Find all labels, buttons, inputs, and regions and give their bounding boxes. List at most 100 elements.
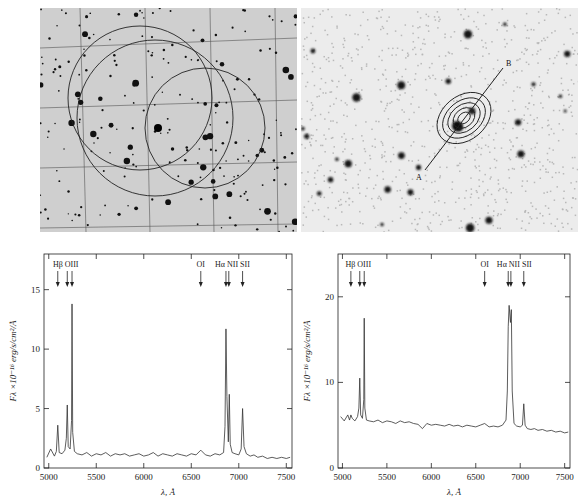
star (40, 212, 42, 214)
noise (488, 134, 490, 136)
noise (507, 20, 509, 22)
noise (409, 208, 411, 210)
noise (577, 53, 578, 55)
star (47, 218, 49, 220)
noise (449, 52, 451, 54)
noise (376, 17, 378, 19)
noise (351, 153, 353, 155)
noise (311, 134, 313, 136)
noise (530, 29, 532, 31)
star (209, 124, 211, 126)
noise (533, 119, 535, 121)
noise (485, 23, 487, 25)
noise (382, 26, 384, 28)
noise (438, 200, 440, 202)
star (151, 76, 153, 78)
noise (360, 222, 362, 224)
star (559, 94, 563, 98)
noise (487, 189, 489, 191)
star (207, 133, 213, 139)
noise (397, 99, 399, 101)
noise (512, 128, 514, 130)
star (40, 194, 41, 195)
noise (572, 197, 574, 199)
noise (412, 33, 414, 35)
noise (378, 11, 380, 13)
noise (328, 112, 330, 114)
noise (316, 96, 318, 98)
arrow-head (70, 282, 74, 287)
star (197, 102, 199, 104)
noise (318, 209, 320, 211)
noise (303, 183, 305, 185)
star (256, 228, 258, 230)
noise (563, 191, 565, 193)
star (58, 90, 60, 92)
y-axis-title: Fλ ×10⁻¹⁶ erg/s/cm²/Å (302, 320, 312, 402)
noise (325, 138, 327, 140)
noise (471, 135, 473, 137)
x-tick (238, 463, 239, 468)
star (268, 137, 270, 139)
star (184, 159, 187, 162)
x-tick (96, 254, 97, 259)
star (134, 206, 138, 210)
noise (464, 208, 466, 210)
noise (528, 223, 530, 225)
noise (483, 15, 485, 17)
noise (423, 39, 425, 41)
noise (395, 84, 397, 86)
noise (405, 69, 407, 71)
star (132, 84, 135, 87)
noise (414, 79, 416, 81)
noise (428, 30, 430, 32)
star (141, 35, 143, 37)
noise (393, 154, 395, 156)
noise (357, 184, 359, 186)
star (185, 56, 187, 58)
noise (429, 67, 431, 69)
noise (340, 65, 342, 67)
noise (475, 221, 477, 223)
noise (500, 214, 502, 216)
noise (524, 211, 526, 213)
noise (310, 119, 312, 121)
noise (571, 112, 573, 114)
noise (565, 17, 567, 19)
noise (348, 204, 350, 206)
x-tick-label: 7500 (277, 472, 296, 482)
noise (431, 182, 433, 184)
noise (342, 161, 344, 163)
star (280, 134, 282, 136)
noise (370, 158, 372, 160)
star (270, 219, 272, 221)
star (294, 24, 296, 26)
star (301, 127, 305, 131)
noise (383, 28, 385, 30)
noise (525, 25, 527, 27)
noise (547, 172, 549, 174)
noise (542, 215, 544, 217)
star (292, 230, 294, 232)
noise (536, 142, 538, 144)
noise (498, 183, 500, 185)
star (234, 141, 237, 144)
noise (511, 39, 513, 41)
star (485, 217, 492, 224)
noise (384, 110, 386, 112)
x-tick (520, 254, 521, 259)
star (128, 145, 133, 150)
noise (383, 178, 385, 180)
star (167, 118, 169, 120)
noise (425, 79, 427, 81)
noise (303, 212, 305, 214)
noise (426, 89, 428, 91)
noise (488, 122, 490, 124)
star (117, 213, 120, 216)
star (109, 123, 114, 128)
noise (445, 55, 447, 57)
noise (306, 37, 308, 39)
star (165, 199, 171, 205)
noise (490, 168, 492, 170)
star (259, 49, 261, 51)
